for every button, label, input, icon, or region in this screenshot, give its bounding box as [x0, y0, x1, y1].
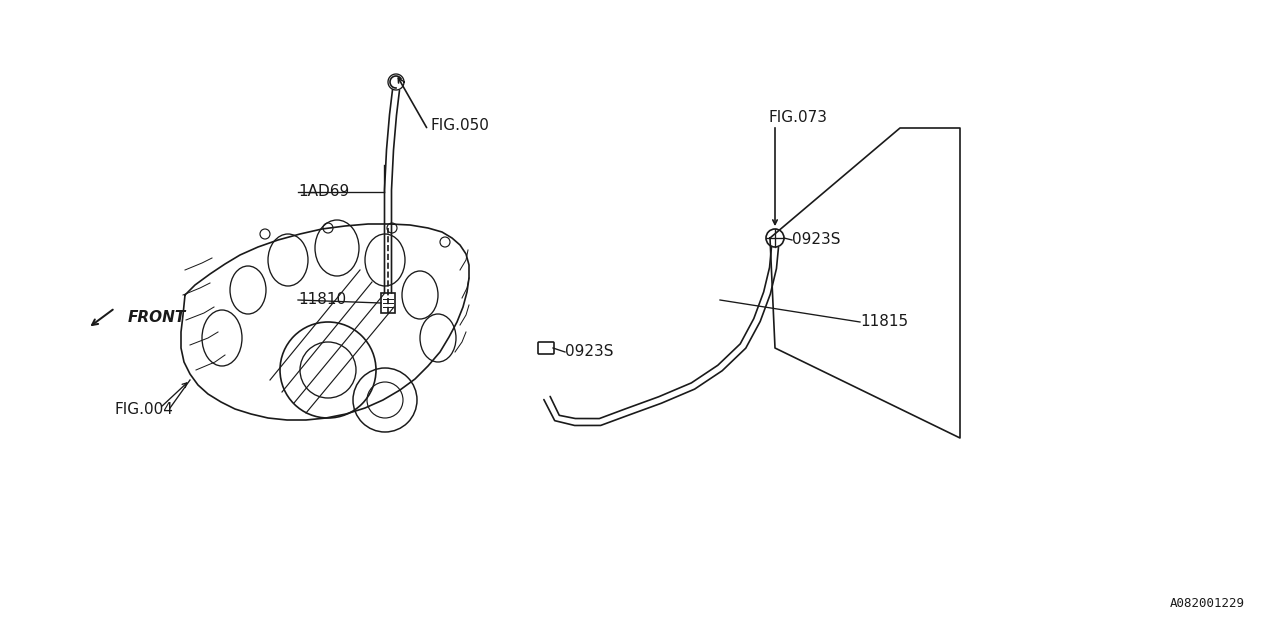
Text: FIG.073: FIG.073 — [768, 111, 827, 125]
Text: 11810: 11810 — [298, 292, 346, 307]
Text: A082001229: A082001229 — [1170, 597, 1245, 610]
Text: FRONT: FRONT — [128, 310, 187, 326]
Text: 0923S: 0923S — [564, 344, 613, 360]
Text: FIG.050: FIG.050 — [430, 118, 489, 132]
Text: 0923S: 0923S — [792, 232, 841, 248]
Text: FIG.004: FIG.004 — [115, 403, 174, 417]
Text: 1AD69: 1AD69 — [298, 184, 349, 200]
Text: 11815: 11815 — [860, 314, 908, 330]
Bar — [381, 293, 396, 313]
